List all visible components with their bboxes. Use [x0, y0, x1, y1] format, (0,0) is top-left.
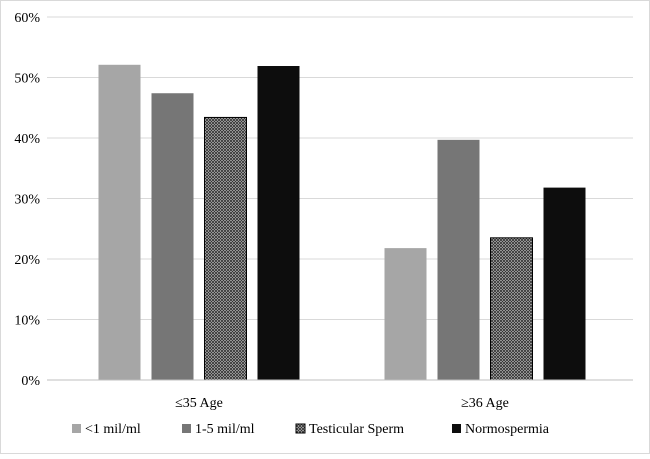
legend: <1 mil/ml 1-5 mil/ml Testicular Sperm Normo…: [72, 422, 550, 437]
y-tick-label: 50%: [14, 72, 40, 87]
bars: [98, 64, 586, 381]
bar: [543, 187, 586, 380]
y-tick-label: 60%: [14, 11, 40, 26]
bar: [384, 248, 427, 380]
legend-label: Testicular Sperm: [309, 422, 404, 437]
legend-swatch: [72, 424, 81, 433]
y-tick-label: 20%: [14, 253, 40, 268]
bar: [204, 116, 247, 381]
legend-swatch: [182, 424, 191, 433]
y-tick-label: 30%: [14, 193, 40, 208]
bar: [490, 237, 533, 381]
y-tick-label: 0%: [21, 374, 40, 389]
gridlines: [47, 16, 633, 320]
x-axis-labels: ≤35 Age ≥36 Age: [175, 396, 509, 411]
y-axis-ticks: 0% 10% 20% 30% 40% 50% 60%: [14, 11, 40, 389]
legend-swatch: [295, 423, 306, 434]
x-tick-label: ≤35 Age: [175, 396, 223, 411]
bar: [257, 66, 300, 380]
legend-swatch: [452, 424, 461, 433]
bar: [437, 139, 480, 380]
legend-label: <1 mil/ml: [85, 422, 141, 437]
legend-label: 1-5 mil/ml: [195, 422, 255, 437]
bar: [98, 64, 141, 381]
legend-label: Normospermia: [465, 422, 550, 437]
y-tick-label: 10%: [14, 314, 40, 329]
y-tick-label: 40%: [14, 132, 40, 147]
bar: [151, 93, 194, 380]
x-tick-label: ≥36 Age: [461, 396, 509, 411]
